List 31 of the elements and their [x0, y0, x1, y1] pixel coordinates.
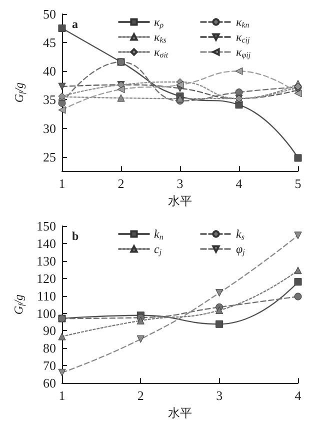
x-tick-label: 1 — [58, 388, 66, 404]
y-tick-label: 25 — [43, 149, 56, 164]
y-tick-label: 50 — [43, 6, 56, 22]
y-tick-label: 120 — [36, 270, 56, 286]
y-tick-label: 60 — [43, 376, 56, 391]
y-tick-label: 45 — [43, 35, 56, 50]
x-axis-title: 水平 — [168, 194, 192, 208]
x-axis-title: 水平 — [168, 406, 192, 420]
annotation: a — [72, 17, 78, 31]
y-tick-label: 150 — [36, 218, 56, 234]
y-tick-label: 110 — [36, 288, 56, 304]
y-axis-title: Gf/g — [12, 82, 26, 103]
y-tick-label: 130 — [36, 253, 56, 268]
y-axis-title: Gf/g — [12, 294, 26, 315]
x-tick-label: 5 — [294, 176, 302, 192]
x-tick-label: 1 — [58, 176, 66, 192]
y-tick-label: 30 — [43, 120, 56, 136]
y-tick-label: 140 — [36, 236, 56, 251]
annotation: b — [72, 229, 79, 243]
x-tick-label: 3 — [216, 388, 223, 404]
x-tick-label: 2 — [118, 176, 124, 192]
x-tick-label: 4 — [294, 388, 302, 404]
y-tick-label: 80 — [43, 340, 56, 356]
y-tick-label: 35 — [43, 92, 56, 108]
y-tick-label: 70 — [43, 358, 56, 374]
x-tick-label: 2 — [137, 388, 144, 404]
y-tick-label: 100 — [36, 306, 56, 321]
x-tick-label: 4 — [236, 176, 243, 192]
x-tick-label: 3 — [176, 176, 184, 192]
y-tick-label: 90 — [43, 323, 56, 338]
y-tick-label: 40 — [43, 64, 56, 79]
